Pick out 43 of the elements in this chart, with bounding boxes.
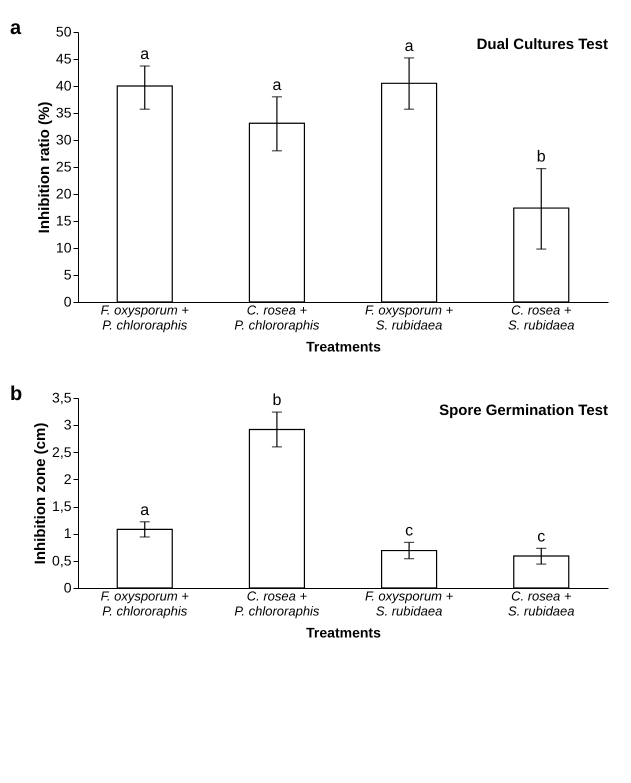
y-tick-label: 20	[56, 186, 72, 202]
y-tick-label: 15	[56, 212, 72, 228]
y-tick-label: 2	[64, 470, 72, 487]
y-tick-label: 1	[64, 525, 72, 542]
y-tick-label: 3	[64, 416, 72, 433]
y-tick-label: 5	[64, 266, 72, 282]
annotation: a	[140, 46, 150, 64]
chart-title: Spore Germination Test	[439, 402, 608, 419]
x-axis-title: Treatments	[306, 624, 382, 640]
y-tick-label: 50	[56, 24, 72, 40]
annotation: b	[536, 148, 546, 166]
y-tick-label: 0	[64, 294, 72, 310]
annotation: a	[140, 502, 150, 519]
y-tick-label: 0,5	[52, 552, 72, 568]
x-tick-label: C. rosea + S. rubidaea	[508, 588, 575, 618]
y-tick-label: 0	[64, 580, 72, 596]
annotation: c	[405, 522, 414, 540]
annotation: a	[404, 38, 414, 55]
x-tick-label: F. oxysporum + S. rubidaea	[364, 302, 454, 332]
y-tick-label: 45	[56, 50, 72, 66]
y-axis-title: Inhibition ratio (%)	[36, 102, 53, 234]
x-tick-label: C. rosea + P. chlororaphis	[234, 302, 320, 332]
y-tick-label: 30	[56, 132, 72, 148]
x-tick-label: C. rosea + P. chlororaphis	[234, 588, 320, 618]
y-tick-label: 3,5	[52, 390, 72, 406]
text: b	[10, 383, 22, 405]
x-tick-label: F. oxysporum + P. chlororaphis	[100, 588, 190, 618]
y-tick-label: 40	[56, 78, 72, 94]
x-tick-label: C. rosea + S. rubidaea	[508, 302, 575, 332]
y-tick-label: 2,5	[52, 444, 72, 460]
annotation: c	[537, 528, 546, 546]
x-tick-label: F. oxysporum + P. chlororaphis	[100, 302, 190, 332]
x-tick-label: F. oxysporum + S. rubidaea	[364, 588, 454, 618]
annotation: b	[272, 392, 282, 410]
y-axis-title: Inhibition zone (cm)	[32, 422, 50, 564]
y-tick-label: 10	[56, 240, 72, 256]
y-tick-label: 35	[56, 104, 72, 120]
y-tick-label: 25	[56, 158, 72, 174]
text: a	[10, 17, 22, 39]
annotation: a	[272, 76, 282, 94]
x-axis-title: Treatments	[306, 338, 382, 354]
y-tick-label: 1,5	[52, 498, 72, 514]
chart-title: Dual Cultures Test	[476, 36, 608, 53]
